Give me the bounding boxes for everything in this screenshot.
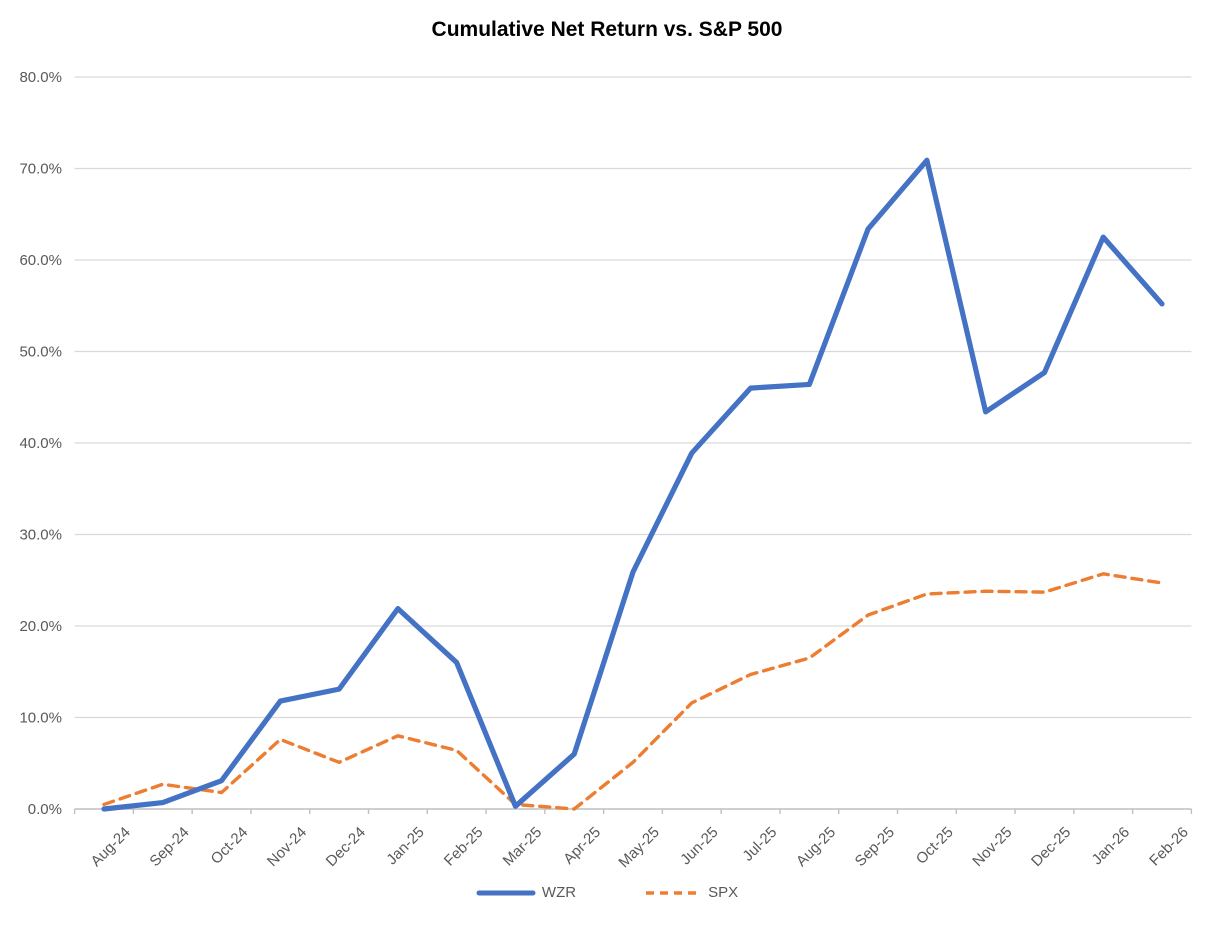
x-tick-label: Oct-24 bbox=[208, 824, 252, 868]
y-tick-label: 20.0% bbox=[19, 618, 62, 635]
x-tick-label: Aug-25 bbox=[793, 824, 839, 870]
x-tick-label: Feb-26 bbox=[1146, 824, 1192, 870]
x-tick-label: Jul-25 bbox=[739, 824, 780, 865]
series-line-spx bbox=[102, 572, 1164, 811]
x-tick-label: Sep-24 bbox=[146, 824, 192, 870]
legend-label-wzr: WZR bbox=[541, 884, 577, 901]
x-tick-label: Jan-25 bbox=[383, 824, 427, 868]
x-tick-label: Nov-25 bbox=[969, 824, 1015, 870]
x-tick-label: Dec-24 bbox=[323, 824, 369, 870]
x-tick-label: Oct-25 bbox=[913, 824, 957, 868]
x-axis-labels: Aug-24 Sep-24 Oct-24 Nov-24 Dec-24 Jan-25 Feb-… bbox=[88, 824, 1192, 871]
y-tick-label: 40.0% bbox=[19, 435, 62, 452]
gridlines-group bbox=[74, 76, 1192, 810]
x-axis-ticks bbox=[73, 809, 1193, 814]
x-tick-label: Mar-25 bbox=[500, 824, 546, 870]
legend-item-spx: SPX bbox=[644, 884, 738, 901]
x-tick-label: Nov-24 bbox=[264, 824, 310, 870]
y-tick-label: 0.0% bbox=[28, 801, 62, 818]
chart-legend: WZR SPX bbox=[0, 884, 1214, 901]
line-chart-plot: 0.0% 10.0% 20.0% 30.0% 40.0% 50.0% 60.0% 70.0% 8… bbox=[19, 69, 1193, 871]
y-tick-label: 80.0% bbox=[19, 69, 62, 86]
x-tick-label: Jan-26 bbox=[1089, 824, 1133, 868]
x-tick-label: May-25 bbox=[615, 824, 662, 871]
y-axis-labels: 0.0% 10.0% 20.0% 30.0% 40.0% 50.0% 60.0% 70.0% 8… bbox=[19, 69, 62, 818]
x-tick-label: Jun-25 bbox=[677, 824, 721, 868]
x-tick-label: Aug-24 bbox=[88, 824, 134, 870]
x-tick-label: Apr-25 bbox=[560, 824, 604, 868]
y-tick-label: 60.0% bbox=[19, 252, 62, 269]
wzr-line-swatch bbox=[476, 890, 536, 895]
x-tick-label: Dec-25 bbox=[1028, 824, 1074, 870]
x-tick-label: Feb-25 bbox=[441, 824, 487, 870]
legend-item-wzr: WZR bbox=[476, 884, 576, 901]
y-tick-label: 70.0% bbox=[19, 161, 62, 178]
x-tick-label: Sep-25 bbox=[852, 824, 898, 870]
spx-line-swatch bbox=[646, 890, 701, 895]
legend-label-spx: SPX bbox=[708, 884, 739, 901]
y-tick-label: 10.0% bbox=[19, 710, 62, 727]
y-tick-label: 30.0% bbox=[19, 527, 62, 544]
chart-title: Cumulative Net Return vs. S&P 500 bbox=[431, 18, 783, 41]
series-line-wzr bbox=[101, 157, 1165, 812]
y-tick-label: 50.0% bbox=[19, 344, 62, 361]
